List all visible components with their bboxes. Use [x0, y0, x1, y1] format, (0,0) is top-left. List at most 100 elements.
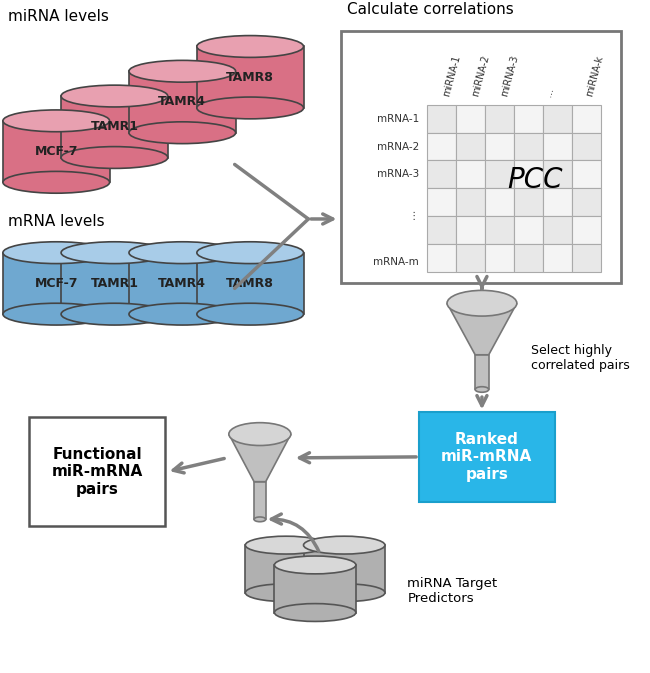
Ellipse shape [229, 423, 291, 446]
Ellipse shape [245, 536, 327, 554]
Ellipse shape [245, 583, 327, 602]
Ellipse shape [197, 97, 304, 119]
Ellipse shape [197, 242, 304, 264]
FancyBboxPatch shape [514, 188, 543, 216]
Text: mRNA-m: mRNA-m [373, 256, 419, 267]
FancyBboxPatch shape [456, 133, 485, 160]
FancyBboxPatch shape [543, 105, 572, 133]
Text: TAMR1: TAMR1 [90, 277, 138, 290]
FancyBboxPatch shape [572, 133, 601, 160]
Text: miRNA-1: miRNA-1 [441, 53, 462, 97]
FancyBboxPatch shape [485, 105, 514, 133]
FancyBboxPatch shape [341, 31, 621, 283]
FancyBboxPatch shape [485, 244, 514, 271]
Text: mRNA-1: mRNA-1 [376, 114, 419, 124]
FancyBboxPatch shape [543, 160, 572, 188]
Ellipse shape [197, 36, 304, 57]
FancyBboxPatch shape [456, 188, 485, 216]
FancyBboxPatch shape [426, 105, 456, 133]
FancyBboxPatch shape [426, 160, 456, 188]
Polygon shape [304, 545, 385, 593]
Polygon shape [197, 252, 304, 314]
Text: PCC: PCC [507, 166, 563, 194]
Ellipse shape [61, 242, 168, 264]
Ellipse shape [129, 304, 236, 325]
Text: TAMR4: TAMR4 [159, 277, 206, 290]
FancyBboxPatch shape [456, 160, 485, 188]
Polygon shape [61, 96, 168, 157]
Text: ⋮: ⋮ [409, 211, 419, 221]
Polygon shape [3, 121, 110, 182]
FancyBboxPatch shape [572, 244, 601, 271]
Text: TAMR8: TAMR8 [226, 277, 274, 290]
Ellipse shape [274, 604, 356, 621]
Polygon shape [447, 304, 517, 355]
Polygon shape [129, 252, 236, 314]
Polygon shape [254, 482, 266, 520]
FancyBboxPatch shape [426, 216, 456, 244]
Polygon shape [197, 46, 304, 108]
Polygon shape [129, 71, 236, 133]
FancyBboxPatch shape [426, 133, 456, 160]
Text: miRNA levels: miRNA levels [8, 9, 109, 24]
Ellipse shape [3, 172, 110, 193]
Ellipse shape [3, 242, 110, 264]
Text: mRNA levels: mRNA levels [8, 214, 105, 229]
Text: MCF-7: MCF-7 [34, 277, 78, 290]
Polygon shape [245, 545, 327, 593]
Polygon shape [475, 355, 489, 390]
Text: mRNA-3: mRNA-3 [376, 170, 419, 180]
FancyBboxPatch shape [543, 244, 572, 271]
FancyBboxPatch shape [543, 133, 572, 160]
Ellipse shape [129, 122, 236, 143]
Ellipse shape [197, 304, 304, 325]
FancyBboxPatch shape [456, 244, 485, 271]
Text: TAMR1: TAMR1 [90, 120, 138, 133]
Ellipse shape [129, 61, 236, 82]
Text: Functional
miR-mRNA
pairs: Functional miR-mRNA pairs [51, 447, 142, 497]
Text: TAMR8: TAMR8 [226, 71, 274, 83]
FancyBboxPatch shape [514, 216, 543, 244]
Ellipse shape [475, 387, 489, 392]
FancyBboxPatch shape [572, 160, 601, 188]
Text: Select highly
correlated pairs: Select highly correlated pairs [532, 344, 630, 371]
Polygon shape [229, 434, 291, 482]
FancyBboxPatch shape [543, 216, 572, 244]
Ellipse shape [274, 556, 356, 574]
Text: Ranked
miR-mRNA
pairs: Ranked miR-mRNA pairs [441, 432, 532, 482]
FancyBboxPatch shape [572, 216, 601, 244]
FancyBboxPatch shape [514, 244, 543, 271]
Text: mRNA-2: mRNA-2 [376, 141, 419, 151]
Ellipse shape [3, 304, 110, 325]
FancyBboxPatch shape [456, 105, 485, 133]
FancyBboxPatch shape [426, 244, 456, 271]
FancyBboxPatch shape [426, 188, 456, 216]
Ellipse shape [3, 110, 110, 132]
Text: miRNA-3: miRNA-3 [499, 53, 520, 97]
Ellipse shape [254, 517, 266, 522]
FancyBboxPatch shape [514, 133, 543, 160]
Text: Calculate correlations: Calculate correlations [347, 2, 514, 17]
Ellipse shape [61, 304, 168, 325]
Polygon shape [274, 565, 356, 612]
FancyBboxPatch shape [514, 105, 543, 133]
FancyBboxPatch shape [485, 216, 514, 244]
Text: miRNA-k: miRNA-k [585, 54, 605, 97]
Ellipse shape [129, 242, 236, 264]
FancyBboxPatch shape [29, 417, 165, 526]
Ellipse shape [61, 147, 168, 168]
FancyBboxPatch shape [456, 216, 485, 244]
FancyBboxPatch shape [572, 105, 601, 133]
FancyBboxPatch shape [419, 413, 554, 501]
Text: TAMR4: TAMR4 [159, 96, 206, 108]
FancyBboxPatch shape [514, 160, 543, 188]
FancyBboxPatch shape [485, 160, 514, 188]
FancyBboxPatch shape [543, 188, 572, 216]
Text: miRNA-2: miRNA-2 [471, 53, 491, 97]
FancyBboxPatch shape [572, 188, 601, 216]
Ellipse shape [447, 290, 517, 316]
Ellipse shape [61, 85, 168, 107]
Text: MCF-7: MCF-7 [34, 145, 78, 158]
FancyBboxPatch shape [485, 188, 514, 216]
Text: miRNA Target
Predictors: miRNA Target Predictors [408, 577, 497, 605]
